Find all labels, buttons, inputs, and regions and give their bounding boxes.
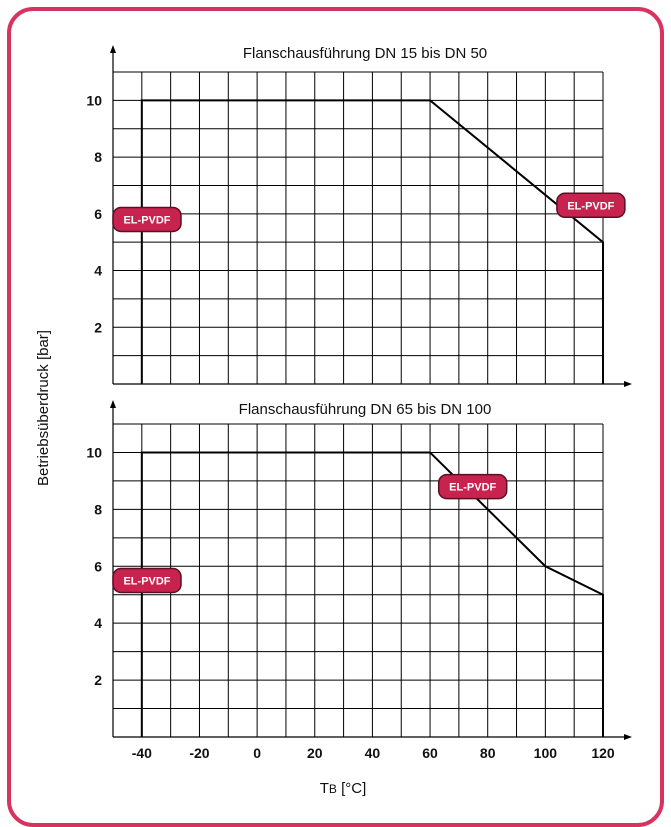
y-tick-label: 2 (94, 672, 102, 688)
y-tick-label: 6 (94, 206, 102, 222)
y-axis-title: Betriebsüberdruck [bar] (35, 330, 52, 486)
badge-label: EL-PVDF (567, 200, 614, 212)
x-tick-label: 20 (307, 745, 323, 761)
x-tick-label: -20 (189, 745, 209, 761)
series-label-badge: EL-PVDF (113, 207, 181, 231)
x-tick-label: 0 (253, 745, 261, 761)
x-axis-arrow (624, 734, 632, 740)
y-axis-arrow (110, 400, 116, 408)
x-axis-title-main: T (320, 780, 329, 797)
x-tick-label: 100 (534, 745, 558, 761)
x-axis-title-sub: B (329, 782, 337, 796)
y-tick-label: 10 (86, 92, 102, 108)
chart-title: Flanschausführung DN 15 bis DN 50 (243, 45, 487, 62)
y-tick-label: 8 (94, 149, 102, 165)
x-tick-label: 120 (591, 745, 615, 761)
x-tick-label: -40 (132, 745, 152, 761)
x-tick-label: 80 (480, 745, 496, 761)
y-tick-label: 2 (94, 319, 102, 335)
y-tick-label: 4 (94, 615, 102, 631)
series-label-badge: EL-PVDF (439, 475, 507, 499)
x-tick-label: 60 (422, 745, 438, 761)
x-tick-label: 40 (365, 745, 381, 761)
y-tick-label: 8 (94, 501, 102, 517)
x-axis-title: TB [°C] (320, 780, 367, 797)
y-tick-label: 4 (94, 263, 102, 279)
y-tick-label: 6 (94, 558, 102, 574)
x-axis-title-unit: [°C] (337, 780, 366, 797)
y-tick-label: 10 (86, 444, 102, 460)
x-axis-arrow (624, 381, 632, 387)
y-axis-arrow (110, 45, 116, 53)
badge-label: EL-PVDF (123, 576, 170, 588)
badge-label: EL-PVDF (123, 214, 170, 226)
series-label-badge: EL-PVDF (557, 193, 625, 217)
series-label-badge: EL-PVDF (113, 569, 181, 593)
chart-panel-1: Flanschausführung DN 15 bis DN 50 2 4 6 8 10 E… (86, 45, 632, 387)
chart-title: Flanschausführung DN 65 bis DN 100 (239, 401, 492, 418)
chart-panel-2: Flanschausführung DN 65 bis DN 100 2 4 6 8 10… (86, 400, 632, 761)
badge-label: EL-PVDF (449, 482, 496, 494)
